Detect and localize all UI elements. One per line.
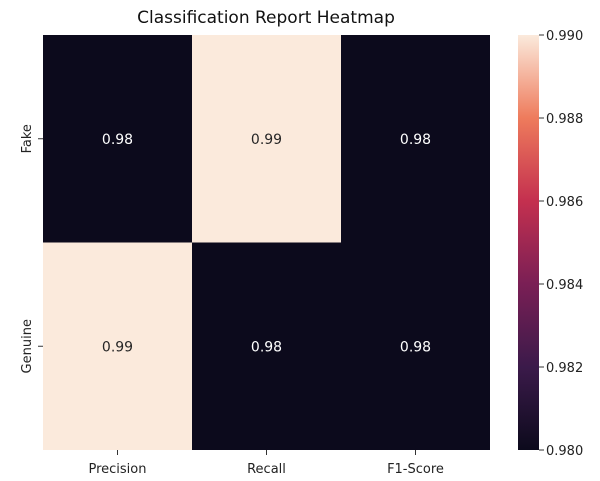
colorbar-tick-label: 0.984	[546, 278, 583, 293]
x-axis: Precision Recall F1-Score	[88, 450, 444, 477]
colorbar-tick-label: 0.982	[546, 361, 583, 376]
heatmap-cells	[43, 35, 490, 450]
colorbar-tick-label: 0.990	[546, 29, 583, 44]
heatmap-cell-fake-precision	[43, 35, 192, 243]
heatmap-cell-genuine-recall	[192, 242, 341, 450]
heatmap-cell-fake-f1-score	[341, 35, 490, 243]
colorbar: 0.980 0.982 0.984 0.986 0.988 0.990	[518, 29, 583, 459]
cell-label: 0.98	[400, 339, 431, 355]
cell-label: 0.99	[251, 132, 282, 148]
y-tick-label: Genuine	[20, 319, 35, 373]
cell-label: 0.98	[251, 339, 282, 355]
colorbar-gradient	[518, 35, 539, 450]
x-tick-label: F1-Score	[387, 462, 444, 477]
heatmap-cell-genuine-precision	[43, 242, 192, 450]
heatmap-cell-labels: 0.98 0.99 0.98 0.99 0.98 0.98	[102, 132, 431, 356]
heatmap-cell-genuine-f1-score	[341, 242, 490, 450]
cell-label: 0.98	[400, 132, 431, 148]
chart-title: Classification Report Heatmap	[137, 8, 395, 28]
y-tick-label: Fake	[20, 124, 35, 153]
x-tick-label: Recall	[247, 462, 286, 477]
x-tick-label: Precision	[88, 462, 146, 477]
colorbar-tick-label: 0.980	[546, 444, 583, 459]
cell-label: 0.99	[102, 339, 133, 355]
y-axis: Fake Genuine	[20, 124, 43, 373]
cell-label: 0.98	[102, 132, 133, 148]
colorbar-tick-label: 0.988	[546, 112, 583, 127]
heatmap-cell-fake-recall	[192, 35, 341, 243]
colorbar-tick-label: 0.986	[546, 195, 583, 210]
